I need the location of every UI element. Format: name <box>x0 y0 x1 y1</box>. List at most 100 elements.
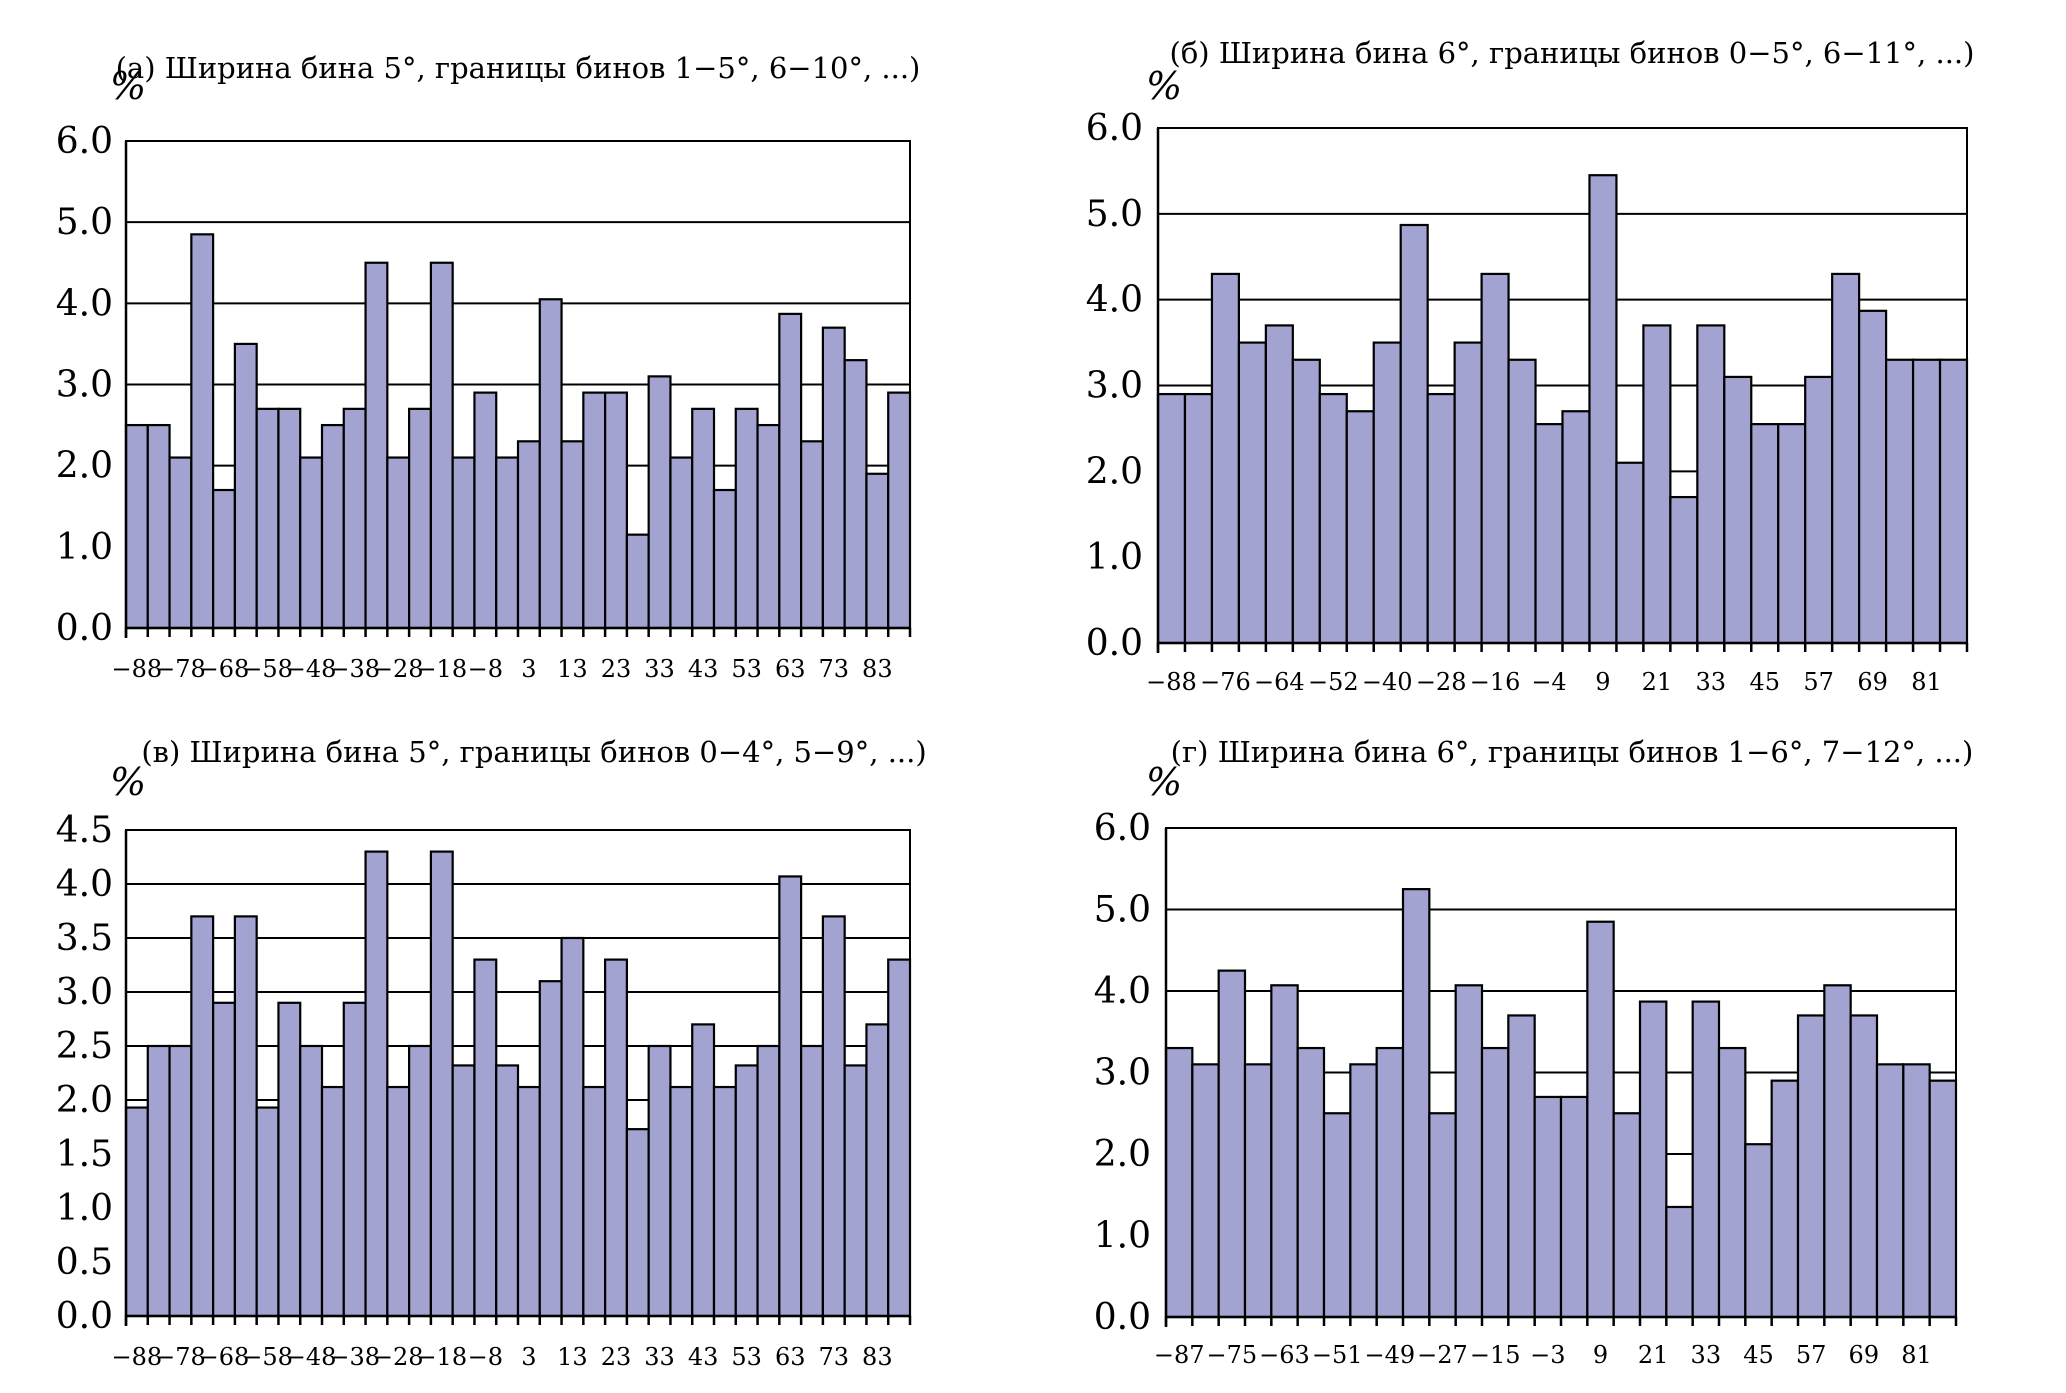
bar <box>1612 1112 1642 1319</box>
bar <box>1507 1014 1536 1319</box>
bar <box>429 261 454 630</box>
bar <box>625 1128 650 1318</box>
chart-title: (а) Ширина бина 5°, границы бинов 1−5°, … <box>116 51 921 85</box>
x-tick-label: 53 <box>731 655 762 683</box>
x-tick-label: −68 <box>199 1343 250 1371</box>
x-tick-label: −8 <box>468 655 503 683</box>
y-tick-label: 2.0 <box>56 446 113 487</box>
bar <box>386 456 411 630</box>
bar <box>647 1044 672 1318</box>
bar <box>865 472 890 630</box>
bar <box>408 1044 432 1318</box>
x-tick-label: −8 <box>468 1343 503 1371</box>
x-tick-label: −78 <box>155 655 206 683</box>
x-tick-label: −38 <box>329 655 380 683</box>
x-tick-label: −18 <box>416 1343 467 1371</box>
x-tick-label: −28 <box>373 655 424 683</box>
x-tick-label: 53 <box>731 1343 762 1371</box>
bar <box>1156 392 1187 645</box>
bar <box>124 1106 149 1318</box>
x-tick-label: 63 <box>775 655 806 683</box>
bar <box>1858 309 1888 645</box>
bar <box>1270 984 1299 1319</box>
bar <box>408 407 432 630</box>
bar <box>734 1064 759 1318</box>
bar <box>1750 423 1780 645</box>
bar <box>299 456 324 630</box>
bar <box>1823 984 1852 1319</box>
y-tick-label: 6.0 <box>1086 108 1143 149</box>
bar <box>516 1085 541 1318</box>
y-tick-label: 6.0 <box>56 121 113 162</box>
bar <box>1669 495 1699 645</box>
bar <box>1691 1000 1721 1319</box>
bar <box>429 850 454 1318</box>
y-tick-label: 1.0 <box>56 527 113 568</box>
x-tick-label: 57 <box>1803 668 1834 696</box>
x-tick-label: −51 <box>1312 1341 1363 1369</box>
y-tick-label: 4.0 <box>1086 280 1143 321</box>
bar <box>473 391 498 630</box>
bar <box>1770 1079 1800 1319</box>
bar <box>1615 461 1645 645</box>
bar <box>538 980 563 1318</box>
bar <box>778 312 803 630</box>
bar <box>843 359 868 630</box>
bar <box>1428 1112 1457 1319</box>
bar <box>582 1085 607 1318</box>
bar <box>1717 1046 1747 1319</box>
y-tick-label: 0.0 <box>56 608 113 649</box>
bar <box>1561 410 1591 645</box>
bar <box>516 440 541 630</box>
bar <box>1665 1205 1694 1319</box>
x-tick-label: −58 <box>242 655 293 683</box>
x-tick-label: 33 <box>1696 668 1727 696</box>
bar <box>843 1064 868 1318</box>
bar <box>669 1085 694 1318</box>
bar <box>1191 1063 1220 1319</box>
chart-title: (г) Ширина бина 6°, границы бинов 1−6°, … <box>1171 735 1974 769</box>
bar <box>451 1064 476 1318</box>
bar <box>1938 358 1969 645</box>
bar <box>1399 223 1429 645</box>
bar <box>1911 358 1942 645</box>
bar <box>1217 969 1247 1319</box>
x-tick-label: 13 <box>557 1343 588 1371</box>
x-tick-label: −4 <box>1531 668 1566 696</box>
bar <box>1296 1046 1326 1319</box>
x-tick-label: −76 <box>1200 668 1251 696</box>
x-tick-label: −87 <box>1154 1341 1205 1369</box>
bar <box>1318 392 1348 645</box>
y-unit-label: % <box>110 64 146 108</box>
x-tick-label: 69 <box>1849 1341 1880 1369</box>
x-tick-label: 81 <box>1911 668 1942 696</box>
y-tick-label: 1.0 <box>56 1188 113 1229</box>
bar <box>1345 410 1375 645</box>
bar <box>712 488 737 630</box>
x-tick-label: 21 <box>1638 1341 1669 1369</box>
bar <box>277 407 302 630</box>
bar <box>1831 272 1861 645</box>
bar <box>560 936 585 1318</box>
x-tick-label: −63 <box>1259 1341 1310 1369</box>
bar <box>1642 324 1672 645</box>
y-unit-label: % <box>1146 760 1182 804</box>
bar <box>712 1085 737 1318</box>
bar <box>756 1044 781 1318</box>
bar <box>1928 1079 1958 1319</box>
bar <box>1480 1046 1510 1319</box>
x-tick-label: 9 <box>1595 668 1610 696</box>
bar <box>1243 1063 1273 1319</box>
bar <box>1454 984 1484 1319</box>
x-tick-label: −18 <box>416 655 467 683</box>
bar <box>364 261 389 630</box>
bar <box>604 958 628 1318</box>
x-tick-label: −88 <box>112 1343 163 1371</box>
bar <box>1322 1112 1352 1319</box>
y-tick-label: 0.0 <box>1094 1297 1151 1338</box>
y-tick-label: 6.0 <box>1094 808 1151 849</box>
bar <box>1696 324 1726 645</box>
bar <box>1183 392 1214 645</box>
x-tick-label: 13 <box>557 655 588 683</box>
x-tick-label: 43 <box>688 655 719 683</box>
